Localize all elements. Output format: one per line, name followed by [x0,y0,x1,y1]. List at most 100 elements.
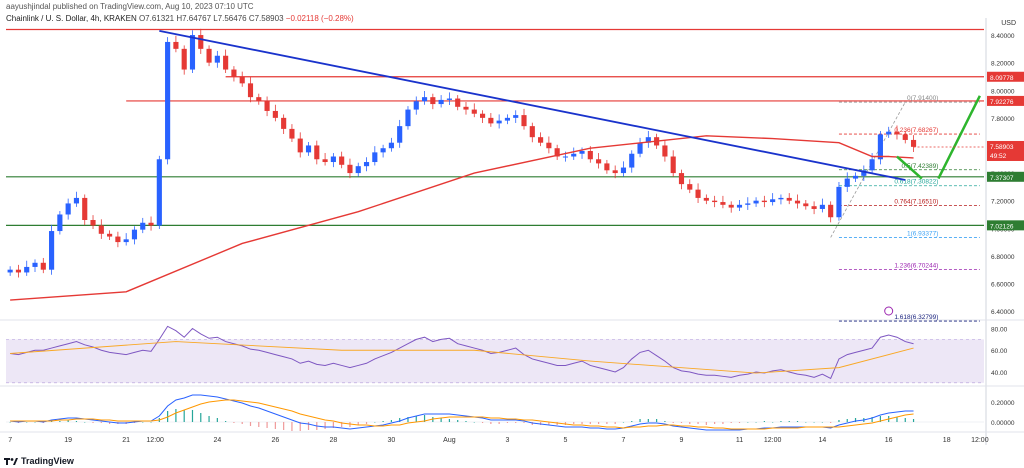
macd-histogram-bar [457,420,459,422]
time-tick-label: 24 [213,437,221,444]
candle-body [753,200,759,204]
macd-histogram-bar [266,422,268,428]
macd-histogram-bar [498,422,500,424]
macd-histogram-bar [697,422,699,424]
candle-body [289,128,295,139]
macd-histogram-bar [473,422,475,423]
level-price-label: 7.37307 [990,175,1014,182]
candle-body [538,137,544,143]
time-tick-label: 21 [122,437,130,444]
candle-body [819,204,825,209]
candle-body [305,145,312,153]
macd-histogram-bar [9,422,11,423]
candle-body [140,222,146,230]
rsi-tick-label: 60.00 [991,348,1008,355]
candle-body [869,159,875,171]
macd-histogram-bar [747,422,749,423]
candle-body [761,200,767,203]
time-tick-label: 30 [387,437,395,444]
macd-histogram-bar [183,410,185,422]
macd-histogram-bar [465,421,467,422]
macd-tick-label: 0.00000 [991,420,1015,427]
macd-histogram-bar [680,422,683,423]
currency-label: USD [1001,20,1016,27]
macd-histogram-bar [109,422,111,424]
fib-level-label: 0.5(7.42389) [902,163,939,170]
price-tick-label: 8.40000 [991,33,1015,40]
candle-body [479,113,486,118]
candle-body [173,41,179,49]
macd-histogram-bar [871,417,873,422]
candle-body [695,189,701,198]
macd-histogram-bar [407,417,409,422]
fib-level-label: 0(7.91400) [907,95,938,102]
candle-body [455,98,461,107]
macd-histogram-bar [481,422,484,423]
macd-histogram-bar [755,422,757,423]
candle-body [148,222,154,226]
macd-histogram-bar [672,422,674,423]
price-tick-label: 8.00000 [991,88,1015,95]
candle-body [894,131,900,135]
candle-body [463,106,469,110]
level-price-label: 8.09778 [990,75,1014,82]
macd-histogram-bar [332,422,334,428]
macd-histogram-bar [299,422,301,431]
candle-body [90,220,96,226]
candle-body [877,134,883,160]
tradingview-logo-icon [4,457,18,465]
candle-body [521,115,527,127]
candle-body [372,152,378,163]
candle-body [562,156,569,158]
macd-histogram-bar [225,421,227,422]
rsi-tick-label: 80.00 [991,327,1008,334]
macd-histogram-bar [100,422,102,423]
macd-histogram-bar [796,421,799,422]
macd-histogram-bar [233,422,235,423]
candle-body [189,35,196,70]
macd-tick-label: 0.20000 [991,400,1015,407]
candle-body [745,203,751,205]
projection-arrow-down [896,155,923,180]
macd-histogram-bar [241,422,243,424]
candle-body [596,159,602,164]
macd-histogram-bar [307,422,310,430]
ohlc-values: O7.61321 H7.64767 L7.56476 C7.58903 [138,14,284,23]
tradingview-brand: TradingView [21,456,74,466]
candle-body [247,83,254,98]
rsi-band [6,339,984,383]
candle-body [57,214,63,232]
symbol-name: Chainlink / U. S. Dollar, 4h, KRAKEN [6,14,137,23]
macd-histogram-bar [399,418,401,422]
last-price-label: 7.58903 [990,144,1014,151]
candle-body [7,269,13,273]
candle-body [355,166,361,174]
candle-body [256,97,262,102]
price-tick-label: 8.20000 [991,61,1015,68]
macd-histogram-bar [714,422,716,424]
candle-body [612,170,618,174]
macd-histogram-bar [59,421,61,422]
candle-body [314,145,320,160]
macd-histogram-bar [705,422,707,425]
macd-histogram-bar [448,419,451,422]
macd-histogram-bar [415,416,417,422]
rsi-ma-line [10,341,914,374]
macd-histogram-bar [274,422,276,429]
price-change: −0.02118 (−0.28%) [285,14,354,23]
macd-histogram-bar [75,421,78,422]
candle-body [844,178,850,187]
price-tick-label: 7.80000 [991,116,1015,123]
candle-body [902,134,908,140]
macd-histogram-bar [191,410,194,422]
candle-body [886,131,892,135]
macd-histogram-bar [689,422,691,424]
time-tick-label: 18 [943,437,951,444]
candle-body [363,162,370,167]
candle-body [703,197,709,201]
level-price-label: 7.02126 [990,223,1014,230]
level-price-label: 7.92276 [990,99,1014,106]
candle-body [339,156,345,165]
time-tick-label: 11 [736,437,743,444]
